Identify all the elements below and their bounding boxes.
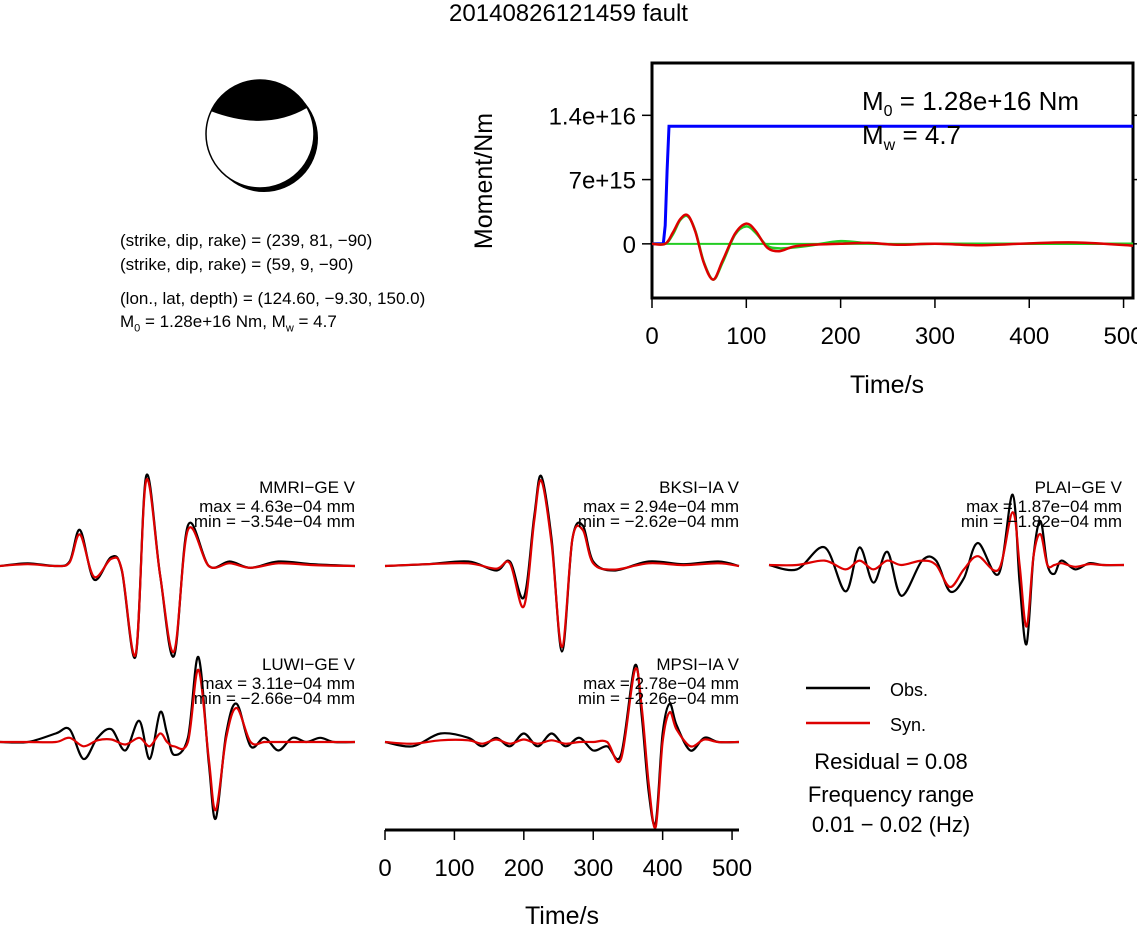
waveform-x-tick-label: 400 xyxy=(643,855,683,882)
station-label: MMRI−GE V xyxy=(259,478,356,497)
station-min-amplitude: min = −3.54e−04 mm xyxy=(194,512,355,531)
station-max-amplitude: max = 1.87e−04 mm xyxy=(966,497,1122,516)
waveform-synthetic xyxy=(0,477,356,658)
waveform-x-axis-label: Time/s xyxy=(525,902,599,926)
moment-x-axis-label: Time/s xyxy=(850,371,924,399)
station-min-amplitude: min = −2.62e−04 mm xyxy=(578,512,739,531)
magnitude-value: = 4.7 xyxy=(293,312,337,331)
waveform-synthetic xyxy=(0,668,355,812)
station-max-amplitude: max = 3.11e−04 mm xyxy=(200,674,355,693)
moment-series-2 xyxy=(651,213,1134,281)
waveform-x-tick-label: 100 xyxy=(434,855,474,882)
station-min-amplitude: min = −1.82e−04 mm xyxy=(961,512,1122,531)
moment-y-axis-label: Moment/Nm xyxy=(470,113,498,249)
moment-symbol: M xyxy=(120,312,135,331)
moment-magnitude-label: M0 = 1.28e+16 Nm, Mw = 4.7 xyxy=(120,312,337,338)
waveform-synthetic xyxy=(768,511,1125,628)
moment-subscript: 0 xyxy=(134,322,141,335)
station-label: BKSI−IA V xyxy=(659,478,740,497)
moment-x-tick-label: 500 xyxy=(1104,323,1137,350)
frequency-range-value: 0.01 − 0.02 (Hz) xyxy=(812,812,970,837)
station-label: PLAI−GE V xyxy=(1035,478,1123,497)
moment-x-tick-label: 300 xyxy=(915,323,955,350)
station-max-amplitude: max = 4.63e−04 mm xyxy=(199,497,355,516)
moment-y-tick-label: 1.4e+16 xyxy=(549,103,636,130)
nodal-plane-2: (strike, dip, rake) = (59, 9, −90) xyxy=(120,255,354,274)
station-max-amplitude: max = 2.78e−04 mm xyxy=(583,674,739,693)
moment-annotation-mw: Mw = 4.7 xyxy=(862,120,961,154)
station-min-amplitude: min = −2.26e−04 mm xyxy=(578,689,739,708)
station-min-amplitude: min = −2.66e−04 mm xyxy=(194,689,355,708)
legend-syn-label: Syn. xyxy=(890,715,926,735)
residual-label: Residual = 0.08 xyxy=(814,749,968,774)
station-label: MPSI−IA V xyxy=(656,655,739,674)
waveform-x-tick-label: 200 xyxy=(504,855,544,882)
moment-annotation-m0: M0 = 1.28e+16 Nm xyxy=(862,86,1079,120)
nodal-plane-1: (strike, dip, rake) = (239, 81, −90) xyxy=(120,231,373,250)
moment-x-tick-label: 400 xyxy=(1009,323,1049,350)
legend-obs-label: Obs. xyxy=(890,680,928,700)
waveform-observed xyxy=(384,663,740,827)
moment-x-tick-label: 100 xyxy=(726,323,766,350)
frequency-range-title: Frequency range xyxy=(808,782,974,807)
waveform-synthetic xyxy=(384,479,740,649)
moment-y-tick-label: 0 xyxy=(623,232,636,259)
waveform-synthetic xyxy=(384,667,740,830)
station-label: LUWI−GE V xyxy=(262,655,356,674)
location-label: (lon., lat, depth) = (124.60, −9.30, 150… xyxy=(120,289,426,308)
moment-y-tick-label: 7e+15 xyxy=(569,168,636,195)
waveform-x-tick-label: 300 xyxy=(573,855,613,882)
magnitude-subscript: w xyxy=(285,322,294,335)
moment-value: = 1.28e+16 Nm, M xyxy=(140,312,286,331)
beachball-compressional-quadrant xyxy=(211,80,308,121)
waveform-x-tick-label: 0 xyxy=(378,855,391,882)
moment-plot-frame xyxy=(650,61,1135,300)
station-max-amplitude: max = 2.94e−04 mm xyxy=(583,497,739,516)
moment-series-1 xyxy=(651,214,1133,281)
waveform-x-tick-label: 500 xyxy=(712,855,752,882)
moment-x-tick-label: 0 xyxy=(645,323,658,350)
moment-x-tick-label: 200 xyxy=(821,323,861,350)
figure-title: 20140826121459 fault xyxy=(449,0,688,27)
